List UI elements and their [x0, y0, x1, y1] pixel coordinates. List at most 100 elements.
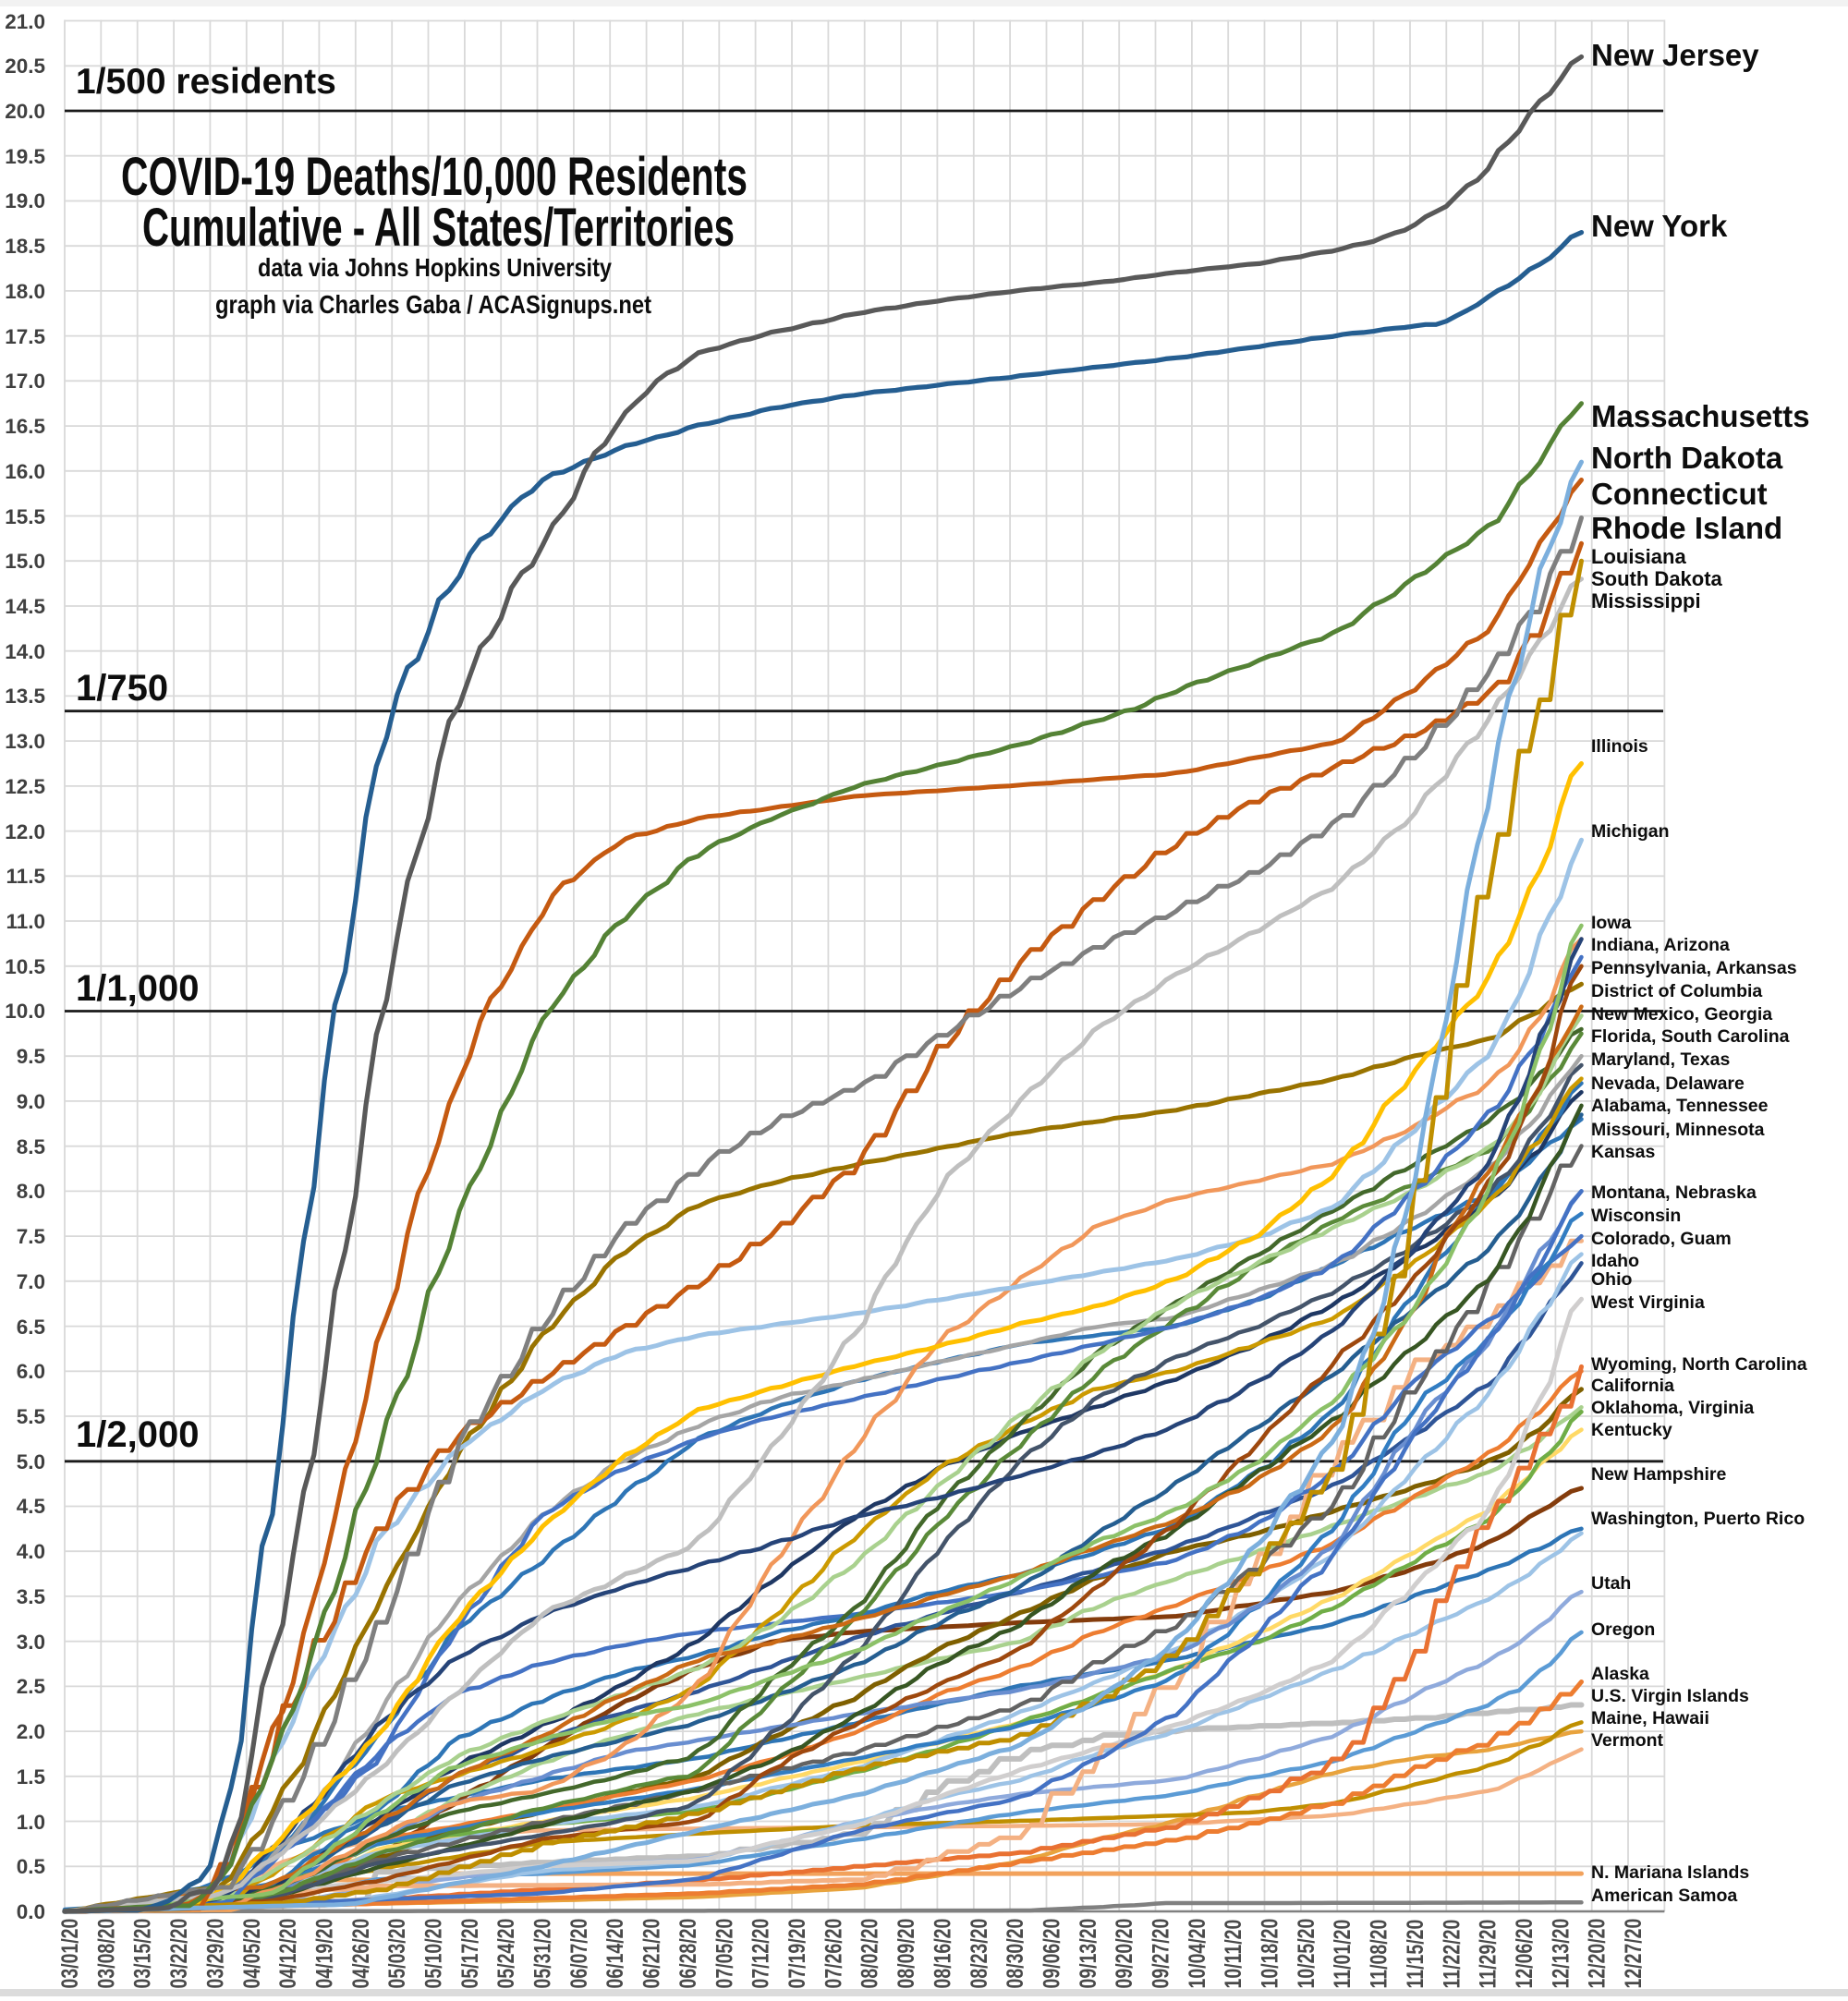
svg-text:03/22/20: 03/22/20	[166, 1919, 192, 1989]
svg-text:12/20/20: 12/20/20	[1584, 1919, 1610, 1989]
svg-text:17.0: 17.0	[5, 370, 45, 393]
svg-text:14.0: 14.0	[5, 640, 45, 663]
svg-text:1.5: 1.5	[17, 1765, 45, 1789]
svg-text:Florida, South Carolina: Florida, South Carolina	[1591, 1026, 1790, 1047]
svg-text:14.5: 14.5	[5, 595, 45, 618]
svg-text:New Jersey: New Jersey	[1591, 38, 1759, 72]
svg-text:11.0: 11.0	[6, 910, 45, 933]
svg-text:1/750: 1/750	[76, 668, 168, 709]
svg-text:11/08/20: 11/08/20	[1366, 1920, 1392, 1989]
svg-text:Indiana, Arizona: Indiana, Arizona	[1591, 935, 1730, 955]
svg-text:07/05/20: 07/05/20	[711, 1919, 737, 1989]
svg-text:06/28/20: 06/28/20	[675, 1919, 701, 1989]
svg-text:Rhode Island: Rhode Island	[1591, 511, 1782, 545]
svg-text:12/13/20: 12/13/20	[1548, 1919, 1574, 1989]
svg-text:10.0: 10.0	[5, 1000, 45, 1023]
svg-text:3.5: 3.5	[17, 1585, 45, 1608]
svg-text:17.5: 17.5	[5, 325, 45, 348]
svg-text:1.0: 1.0	[17, 1811, 45, 1834]
svg-text:08/23/20: 08/23/20	[966, 1919, 991, 1989]
svg-text:06/21/20: 06/21/20	[638, 1919, 664, 1989]
svg-text:15.5: 15.5	[5, 505, 45, 528]
svg-text:Maine, Hawaii: Maine, Hawaii	[1591, 1708, 1709, 1728]
svg-text:05/03/20: 05/03/20	[384, 1919, 410, 1989]
svg-text:2.5: 2.5	[17, 1675, 45, 1698]
svg-text:Wyoming, North Carolina: Wyoming, North Carolina	[1591, 1354, 1807, 1375]
svg-text:Kentucky: Kentucky	[1591, 1420, 1672, 1440]
svg-text:COVID-19 Deaths/10,000 Residen: COVID-19 Deaths/10,000 Residents	[121, 147, 748, 207]
svg-text:09/06/20: 09/06/20	[1039, 1919, 1064, 1989]
svg-text:8.0: 8.0	[17, 1180, 45, 1203]
svg-text:13.0: 13.0	[5, 730, 45, 753]
svg-text:10/04/20: 10/04/20	[1185, 1919, 1210, 1989]
svg-text:Connecticut: Connecticut	[1591, 477, 1768, 511]
svg-text:09/13/20: 09/13/20	[1075, 1919, 1100, 1989]
svg-text:California: California	[1591, 1376, 1674, 1396]
svg-text:Montana, Nebraska: Montana, Nebraska	[1591, 1182, 1757, 1203]
svg-text:1/500 residents: 1/500 residents	[76, 62, 336, 102]
svg-text:Colorado, Guam: Colorado, Guam	[1591, 1229, 1732, 1249]
svg-text:21.0: 21.0	[5, 10, 45, 33]
svg-text:North Dakota: North Dakota	[1591, 441, 1783, 475]
svg-text:19.0: 19.0	[5, 189, 45, 212]
svg-text:4.0: 4.0	[17, 1540, 45, 1563]
svg-text:Idaho: Idaho	[1591, 1251, 1639, 1271]
svg-text:Missouri, Minnesota: Missouri, Minnesota	[1591, 1120, 1765, 1140]
svg-text:1/2,000: 1/2,000	[76, 1414, 199, 1455]
svg-text:New Mexico, Georgia: New Mexico, Georgia	[1591, 1004, 1772, 1025]
svg-text:16.0: 16.0	[5, 460, 45, 483]
svg-text:10/25/20: 10/25/20	[1294, 1919, 1319, 1989]
svg-text:5.5: 5.5	[17, 1405, 45, 1428]
svg-text:Pennsylvania, Arkansas: Pennsylvania, Arkansas	[1591, 958, 1797, 978]
svg-text:U.S. Virgin Islands: U.S. Virgin Islands	[1591, 1686, 1749, 1706]
svg-text:03/08/20: 03/08/20	[93, 1919, 119, 1989]
svg-text:08/30/20: 08/30/20	[1003, 1919, 1028, 1989]
svg-text:11/22/20: 11/22/20	[1439, 1920, 1465, 1989]
svg-text:graph via Charles Gaba / ACASi: graph via Charles Gaba / ACASignups.net	[215, 290, 651, 319]
svg-text:04/19/20: 04/19/20	[311, 1919, 337, 1989]
svg-text:04/12/20: 04/12/20	[275, 1919, 301, 1989]
svg-text:6.0: 6.0	[17, 1360, 45, 1383]
svg-text:Nevada, Delaware: Nevada, Delaware	[1591, 1073, 1745, 1094]
svg-text:03/01/20: 03/01/20	[57, 1919, 83, 1989]
svg-text:03/15/20: 03/15/20	[129, 1919, 155, 1989]
svg-text:7.0: 7.0	[17, 1270, 45, 1293]
svg-text:2.0: 2.0	[17, 1720, 45, 1743]
svg-text:20.5: 20.5	[5, 55, 45, 78]
svg-text:West Virginia: West Virginia	[1591, 1292, 1705, 1313]
svg-text:Mississippi: Mississippi	[1591, 589, 1701, 612]
svg-text:05/10/20: 05/10/20	[420, 1919, 446, 1989]
svg-text:data via Johns Hopkins Univers: data via Johns Hopkins University	[258, 253, 612, 282]
svg-text:12/27/20: 12/27/20	[1621, 1919, 1647, 1989]
svg-text:0.0: 0.0	[17, 1900, 45, 1923]
svg-text:10/11/20: 10/11/20	[1221, 1920, 1246, 1989]
svg-text:6.5: 6.5	[17, 1316, 45, 1339]
svg-text:11.5: 11.5	[6, 865, 45, 888]
svg-text:0.5: 0.5	[17, 1855, 45, 1878]
svg-text:12.0: 12.0	[5, 820, 45, 843]
svg-text:7.5: 7.5	[17, 1225, 45, 1248]
svg-text:18.0: 18.0	[5, 280, 45, 303]
svg-text:12.5: 12.5	[5, 775, 45, 798]
svg-text:Utah: Utah	[1591, 1573, 1631, 1594]
svg-text:9.0: 9.0	[17, 1090, 45, 1113]
svg-text:05/24/20: 05/24/20	[493, 1919, 519, 1989]
svg-text:Oklahoma, Virginia: Oklahoma, Virginia	[1591, 1398, 1754, 1418]
svg-text:Oregon: Oregon	[1591, 1619, 1655, 1640]
svg-text:American Samoa: American Samoa	[1591, 1886, 1737, 1906]
svg-text:Alaska: Alaska	[1591, 1664, 1649, 1684]
svg-text:10.5: 10.5	[5, 955, 45, 978]
svg-text:18.5: 18.5	[5, 235, 45, 258]
svg-text:South Dakota: South Dakota	[1591, 567, 1723, 590]
svg-text:07/12/20: 07/12/20	[748, 1919, 773, 1989]
svg-text:04/05/20: 04/05/20	[238, 1919, 264, 1989]
svg-text:Vermont: Vermont	[1591, 1730, 1664, 1751]
svg-text:11/29/20: 11/29/20	[1475, 1920, 1501, 1989]
svg-text:19.5: 19.5	[5, 145, 45, 168]
svg-text:New York: New York	[1591, 209, 1728, 243]
svg-text:Louisiana: Louisiana	[1591, 545, 1686, 568]
svg-text:20.0: 20.0	[5, 100, 45, 123]
svg-text:07/19/20: 07/19/20	[784, 1919, 810, 1989]
svg-text:9.5: 9.5	[17, 1045, 45, 1068]
svg-text:Illinois: Illinois	[1591, 736, 1648, 757]
